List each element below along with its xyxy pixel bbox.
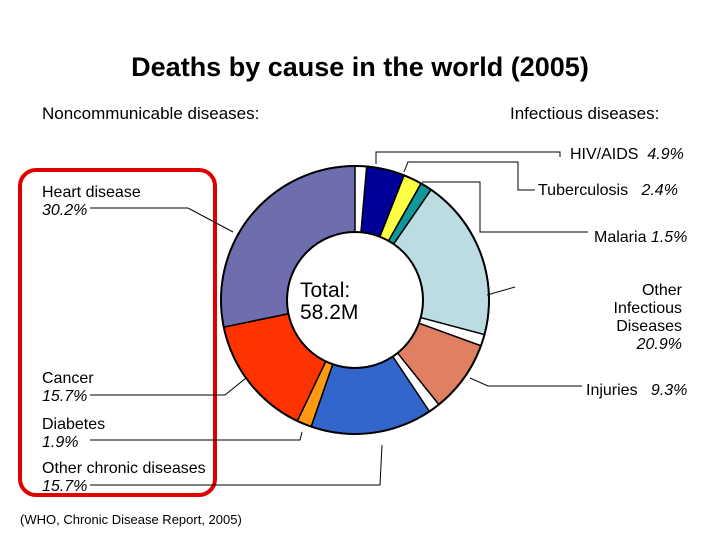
leader-cancer	[90, 377, 247, 396]
donut-inner-ring	[286, 231, 424, 369]
label-other-chronic: Other chronic diseases 15.7%	[42, 460, 206, 495]
chart-title: Deaths by cause in the world (2005)	[131, 52, 589, 82]
leader-other-infectious	[486, 286, 516, 296]
label-diabetes: Diabetes 1.9%	[42, 416, 106, 451]
center-total: Total: 58.2M	[300, 279, 359, 324]
leader-heart-disease	[90, 207, 234, 233]
leader-diabetes	[90, 431, 303, 441]
label-heart-disease: Heart disease 30.2%	[42, 184, 141, 219]
source-note: (WHO, Chronic Disease Report, 2005)	[20, 512, 242, 527]
group-label-noncommunicable: Noncommunicable diseases:	[42, 104, 260, 123]
leader-malaria	[422, 181, 588, 233]
leader-tuberculosis	[403, 161, 535, 191]
leader-other-chronic	[90, 444, 383, 486]
leader-injuries	[469, 377, 582, 387]
label-other-infectious: Other Infectious Diseases 20.9%	[613, 282, 682, 353]
label-tuberculosis: Tuberculosis 2.4%	[538, 182, 678, 199]
label-hiv: HIV/AIDS 4.9%	[570, 146, 684, 163]
leader-hiv	[375, 151, 561, 164]
donut-outer-ring	[220, 165, 490, 435]
label-cancer: Cancer 15.7%	[42, 370, 94, 405]
highlight-box	[18, 168, 217, 497]
label-injuries: Injuries 9.3%	[586, 382, 688, 399]
group-label-infectious: Infectious diseases:	[510, 104, 660, 123]
label-malaria: Malaria 1.5%	[594, 229, 688, 246]
